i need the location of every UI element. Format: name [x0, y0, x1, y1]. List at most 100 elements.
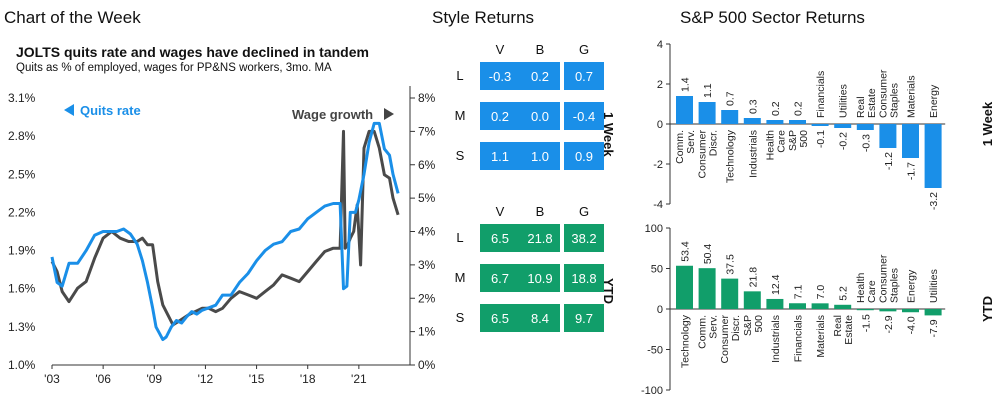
category-label: Comm.Serv. [697, 315, 720, 349]
sector-returns-title: S&P 500 Sector Returns [680, 8, 865, 27]
y-left-tick-label: 2.5% [8, 167, 36, 181]
category-label-line: Materials [815, 315, 827, 358]
category-label-line: Discr. [708, 130, 720, 156]
category-label-line: Utilities [838, 84, 850, 118]
value-label: 7.0 [815, 285, 827, 300]
row-label: S [455, 310, 465, 325]
category-label: Industrials [747, 130, 759, 178]
column-header: G [578, 42, 590, 57]
value-label: -0.3 [860, 134, 872, 152]
heatmap-cell: 1.0 [520, 142, 560, 170]
quits-rate-line [50, 121, 400, 342]
heatmap-cell: 0.0 [520, 102, 560, 130]
category-label: Energy [928, 84, 940, 118]
value-label: -1.7 [906, 162, 918, 180]
heatmap-cell: 6.5 [480, 304, 520, 332]
heatmap-cell: 38.2 [564, 224, 604, 252]
category-label-line: Consumer [719, 314, 731, 363]
sector-bar [789, 303, 806, 309]
sector-bar [721, 110, 739, 124]
value-label: 37.5 [725, 254, 737, 275]
value-label: 12.4 [770, 274, 782, 295]
sector-bar [902, 124, 919, 158]
panel-label: 1 Week [980, 101, 995, 146]
category-label: Technology [680, 314, 692, 368]
value-label: 7.1 [793, 284, 805, 299]
value-label: 53.4 [680, 241, 692, 262]
category-label-line: Industrials [770, 315, 782, 363]
sector-bar [856, 124, 874, 130]
y-tick-label: 100 [645, 223, 663, 235]
heatmap-cell: 0.7 [564, 62, 604, 90]
sector-bar [766, 298, 784, 309]
category-label-line: Utilities [928, 269, 940, 303]
row-label: M [454, 108, 466, 123]
category-label-line: S&P [787, 130, 799, 151]
quits-arrow-icon [64, 104, 74, 116]
page-title: Chart of the Week [4, 8, 141, 27]
style-returns-title: Style Returns [432, 8, 535, 27]
y-left-tick-label: 1.6% [8, 282, 36, 296]
value-label: 0.3 [747, 99, 759, 114]
sector-bar [879, 124, 897, 148]
x-tick-label: '21 [351, 372, 367, 386]
y-right-tick-label: 4% [418, 225, 436, 239]
category-label-line: Staples [888, 83, 900, 118]
column-header: V [495, 42, 505, 57]
y-left-tick-label: 3.1% [8, 91, 36, 105]
category-label-line: Health [764, 130, 776, 161]
category-label-line: Real [855, 96, 867, 118]
category-label: Comm.Serv. [674, 130, 697, 164]
category-label: HealthCare [855, 272, 878, 303]
x-tick-label: '12 [198, 372, 214, 386]
category-label-line: 500 [798, 130, 810, 148]
sector-bar [834, 124, 852, 128]
y-right-tick-label: 7% [418, 124, 436, 138]
category-label: ConsumerDiscr. [719, 314, 742, 363]
value-label: 0.2 [770, 101, 782, 116]
heatmap-cell: 6.5 [480, 224, 520, 252]
value-label: -1.2 [883, 152, 895, 170]
y-tick-label: -2 [653, 159, 663, 171]
y-right-tick-label: 8% [418, 91, 436, 105]
category-label-line: Health [855, 272, 867, 303]
category-label-line: Staples [888, 268, 900, 303]
line-chart-title: JOLTS quits rate and wages have declined… [16, 44, 369, 60]
y-left-tick-label: 2.8% [8, 129, 36, 143]
heatmap-cell: 0.2 [480, 102, 520, 130]
style-returns-heatmap: V B G L -0.3 0.2 0.7 M 0.2 0.0 -0.4 S 1.1 1.0 0.9 1 Wee… [440, 36, 620, 366]
sector-bar [924, 309, 942, 316]
value-label: 21.8 [747, 267, 759, 288]
quits-wages-line-chart: 3.1% 2.8% 2.5% 2.2% 1.9% 1.6% 1.3% 1.0% 8% 7% 6% 5%… [8, 86, 436, 386]
y-tick-label: 0 [657, 119, 663, 131]
y-tick-label: 4 [657, 39, 663, 51]
value-label: 0.7 [725, 91, 737, 106]
y-right-tick-label: 6% [418, 158, 436, 172]
sector-returns-bar-charts: 420-2-41.4Comm.Serv.1.1ConsumerDiscr.0.7… [641, 39, 995, 397]
sector-bar [676, 96, 693, 124]
category-label-line: Discr. [730, 315, 742, 341]
y-left-tick-label: 1.3% [8, 320, 36, 334]
y-tick-label: 0 [657, 304, 663, 316]
y-right-tick-label: 0% [418, 358, 436, 372]
x-tick-label: '09 [146, 372, 162, 386]
heatmap-cell: 8.4 [520, 304, 560, 332]
y-left-tick-label: 1.9% [8, 244, 36, 258]
sector-bar [676, 265, 693, 309]
heatmap-cell: 0.9 [564, 142, 604, 170]
category-label-line: Estate [843, 315, 855, 345]
sector-bar [766, 120, 784, 124]
value-label: -4.0 [906, 316, 918, 334]
sector-bar [856, 309, 874, 311]
value-label: -3.2 [928, 192, 940, 210]
row-label: L [456, 68, 464, 83]
category-label: Industrials [770, 315, 782, 363]
y-tick-label: -50 [647, 345, 663, 357]
category-label-line: Consumer [877, 69, 889, 118]
value-label: -1.5 [860, 314, 872, 332]
category-label: HealthCare [764, 130, 787, 161]
category-label-line: Industrials [747, 130, 759, 178]
sector-bar [902, 309, 919, 313]
y-right-tick-label: 5% [418, 191, 436, 205]
value-label: -2.9 [883, 315, 895, 333]
